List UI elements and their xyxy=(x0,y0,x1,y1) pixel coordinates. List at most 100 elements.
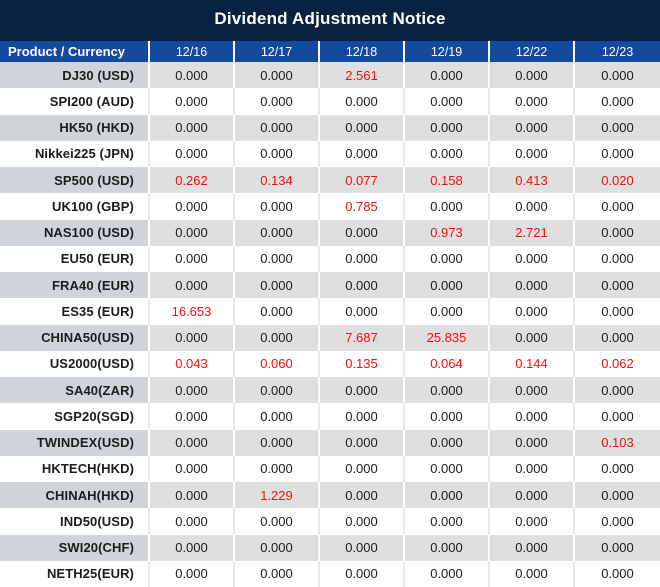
dividend-value-cell: 0.000 xyxy=(490,560,575,587)
dividend-value-cell: 0.973 xyxy=(405,219,490,246)
dividend-value-cell: 25.835 xyxy=(405,324,490,351)
page-title: Dividend Adjustment Notice xyxy=(0,0,660,38)
dividend-value-cell: 0.000 xyxy=(320,272,405,299)
dividend-value-cell: 0.000 xyxy=(405,508,490,535)
dividend-value-cell: 0.000 xyxy=(150,245,235,272)
dividend-value-cell: 0.000 xyxy=(150,62,235,89)
dividend-value-cell: 0.000 xyxy=(320,245,405,272)
dividend-value-cell: 0.000 xyxy=(235,324,320,351)
dividend-value-cell: 0.000 xyxy=(575,272,660,299)
dividend-value-cell: 0.000 xyxy=(320,429,405,456)
dividend-value-cell: 0.000 xyxy=(490,324,575,351)
column-header-date: 12/18 xyxy=(320,41,405,62)
table-row: SA40(ZAR) 0.000 0.000 0.000 0.000 0.000 0.000 xyxy=(0,377,660,404)
dividend-value-cell: 0.000 xyxy=(235,560,320,587)
dividend-value-cell: 0.000 xyxy=(575,114,660,141)
dividend-value-cell: 0.000 xyxy=(575,508,660,535)
product-label: DJ30 (USD) xyxy=(0,62,150,89)
product-label: SP500 (USD) xyxy=(0,167,150,194)
table-row: FRA40 (EUR) 0.000 0.000 0.000 0.000 0.000 0.00… xyxy=(0,272,660,299)
dividend-value-cell: 16.653 xyxy=(150,298,235,325)
column-header-date: 12/23 xyxy=(601,44,634,59)
dividend-value-cell: 0.000 xyxy=(320,508,405,535)
product-label: HKTECH(HKD) xyxy=(0,455,150,482)
dividend-value-cell: 0.000 xyxy=(320,140,405,167)
dividend-value-cell: 0.000 xyxy=(490,140,575,167)
dividend-value-cell: 0.000 xyxy=(150,219,235,246)
column-header-date: 12/19 xyxy=(405,41,490,62)
dividend-value-cell: 0.020 xyxy=(575,167,660,194)
dividend-value-cell: 0.000 xyxy=(320,88,405,115)
dividend-value-cell: 0.000 xyxy=(405,88,490,115)
dividend-value-cell: 0.000 xyxy=(320,482,405,509)
dividend-value-cell: 0.000 xyxy=(150,455,235,482)
dividend-value-cell: 0.000 xyxy=(235,403,320,430)
dividend-value-cell: 0.000 xyxy=(405,482,490,509)
product-label: SPI200 (AUD) xyxy=(0,88,150,115)
dividend-value-cell: 0.000 xyxy=(235,455,320,482)
dividend-value-cell: 0.000 xyxy=(150,140,235,167)
dividend-value-cell: 0.000 xyxy=(320,219,405,246)
dividend-value-cell: 0.000 xyxy=(575,324,660,351)
product-label: CHINA50(USD) xyxy=(0,324,150,351)
dividend-value-cell: 0.000 xyxy=(320,560,405,587)
product-label: Nikkei225 (JPN) xyxy=(0,140,150,167)
table-row: HK50 (HKD) 0.000 0.000 0.000 0.000 0.000 0.000 xyxy=(0,114,660,141)
dividend-value-cell: 0.000 xyxy=(575,534,660,561)
dividend-value-cell: 0.000 xyxy=(405,534,490,561)
table-row: HKTECH(HKD) 0.000 0.000 0.000 0.000 0.000 0.00… xyxy=(0,455,660,482)
dividend-value-cell: 0.000 xyxy=(320,403,405,430)
dividend-value-cell: 0.000 xyxy=(490,455,575,482)
dividend-value-cell: 0.000 xyxy=(150,482,235,509)
dividend-value-cell: 0.064 xyxy=(405,350,490,377)
table-row: Nikkei225 (JPN) 0.000 0.000 0.000 0.000 0.000… xyxy=(0,140,660,167)
dividend-value-cell: 0.077 xyxy=(320,167,405,194)
dividend-value-cell: 0.000 xyxy=(150,324,235,351)
dividend-value-cell: 0.000 xyxy=(405,403,490,430)
dividend-value-cell: 0.043 xyxy=(150,350,235,377)
table-row: IND50(USD) 0.000 0.000 0.000 0.000 0.000 0.000 xyxy=(0,508,660,535)
dividend-value-cell: 0.000 xyxy=(405,272,490,299)
dividend-value-cell: 0.000 xyxy=(150,429,235,456)
dividend-value-cell: 0.000 xyxy=(490,534,575,561)
dividend-value-cell: 0.000 xyxy=(490,508,575,535)
table-row: NETH25(EUR) 0.000 0.000 0.000 0.000 0.000 0.00… xyxy=(0,560,660,587)
dividend-value-cell: 0.000 xyxy=(150,272,235,299)
dividend-value-cell: 0.000 xyxy=(320,377,405,404)
dividend-value-cell: 0.000 xyxy=(490,377,575,404)
dividend-value-cell: 0.000 xyxy=(575,560,660,587)
product-label: CHINAH(HKD) xyxy=(0,482,150,509)
dividend-value-cell: 7.687 xyxy=(320,324,405,351)
table-row: SP500 (USD) 0.262 0.134 0.077 0.158 0.413 0.02… xyxy=(0,167,660,194)
dividend-value-cell: 0.785 xyxy=(320,193,405,220)
dividend-value-cell: 0.000 xyxy=(490,482,575,509)
dividend-value-cell: 0.000 xyxy=(150,403,235,430)
dividend-value-cell: 0.158 xyxy=(405,167,490,194)
table-row: ES35 (EUR) 16.653 0.000 0.000 0.000 0.000 0.00… xyxy=(0,298,660,325)
dividend-value-cell: 0.000 xyxy=(490,272,575,299)
dividend-value-cell: 0.000 xyxy=(490,88,575,115)
dividend-value-cell: 2.721 xyxy=(490,219,575,246)
product-label: TWINDEX(USD) xyxy=(0,429,150,456)
dividend-value-cell: 0.000 xyxy=(575,193,660,220)
dividend-value-cell: 0.000 xyxy=(235,245,320,272)
dividend-value-cell: 0.000 xyxy=(490,245,575,272)
dividend-value-cell: 0.000 xyxy=(575,377,660,404)
table-row: NAS100 (USD) 0.000 0.000 0.000 0.973 2.721 0.0… xyxy=(0,219,660,246)
column-header-date: 12/22 xyxy=(490,41,575,62)
table-row: DJ30 (USD) 0.000 0.000 2.561 0.000 0.000 0.000 xyxy=(0,62,660,89)
dividend-value-cell: 0.103 xyxy=(575,429,660,456)
dividend-value-cell: 0.000 xyxy=(235,508,320,535)
product-label: NETH25(EUR) xyxy=(0,560,150,587)
table-header-row: Product / Currency 12/16 12/17 12/18 12/19 12… xyxy=(0,38,660,62)
dividend-value-cell: 0.000 xyxy=(405,298,490,325)
table-row: TWINDEX(USD) 0.000 0.000 0.000 0.000 0.000 0.1… xyxy=(0,429,660,456)
dividend-value-cell: 0.134 xyxy=(235,167,320,194)
dividend-value-cell: 0.000 xyxy=(405,62,490,89)
column-header-date: 12/17 xyxy=(235,41,320,62)
product-label: UK100 (GBP) xyxy=(0,193,150,220)
product-label: SGP20(SGD) xyxy=(0,403,150,430)
dividend-value-cell: 0.000 xyxy=(235,62,320,89)
dividend-value-cell: 0.000 xyxy=(235,272,320,299)
